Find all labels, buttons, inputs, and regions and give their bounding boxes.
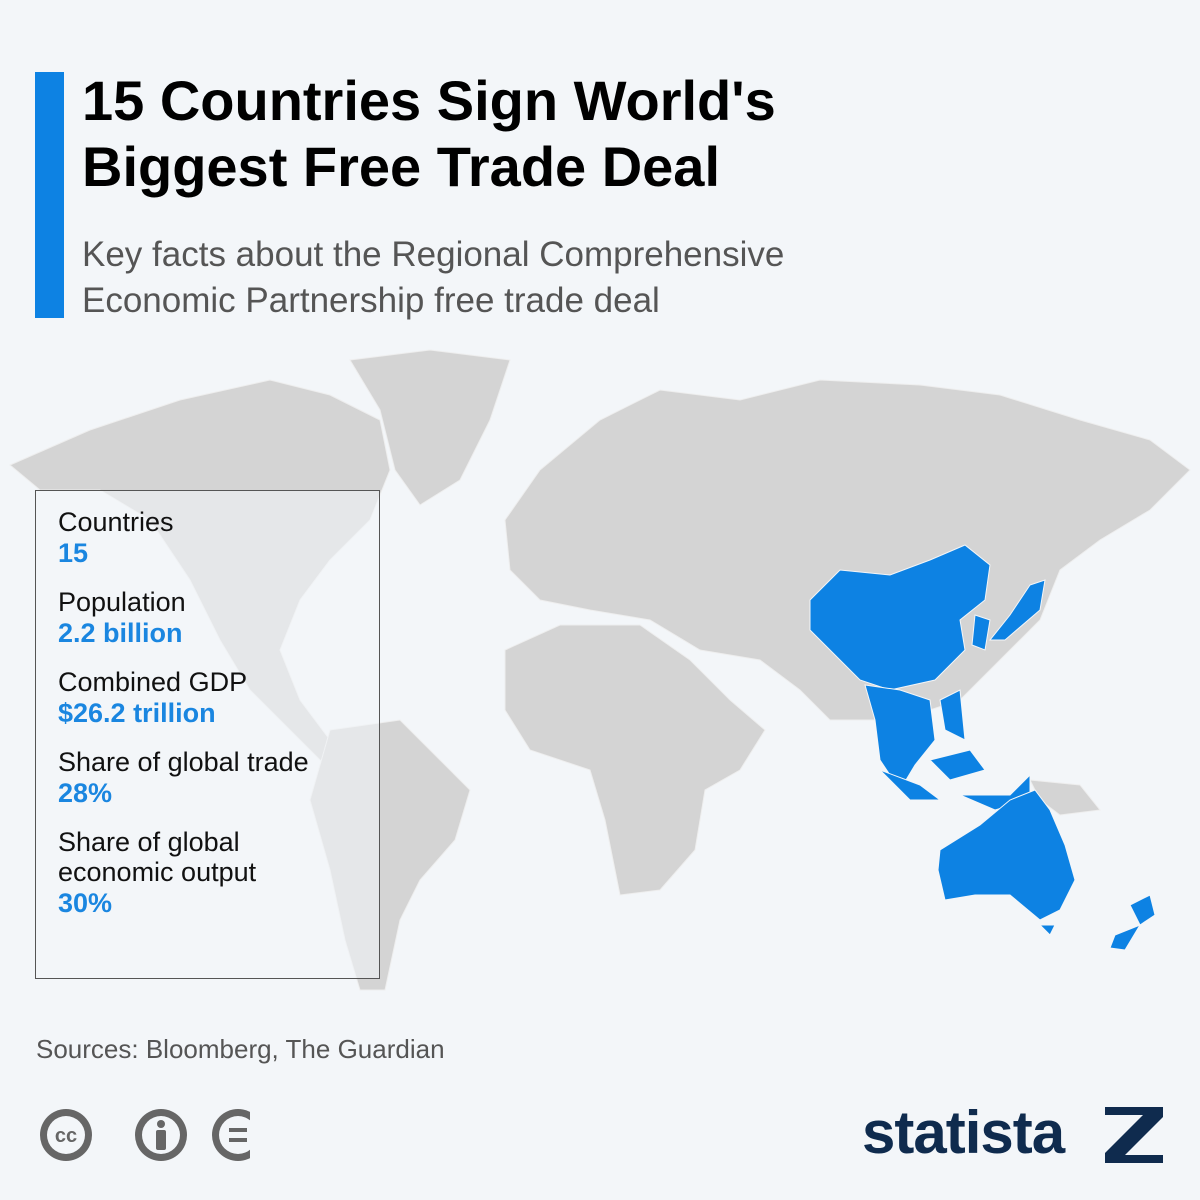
accent-bar — [35, 72, 64, 318]
fact: Share of global trade 28% — [58, 747, 379, 809]
fact-value: 30% — [58, 888, 113, 918]
fact-label: Population — [58, 587, 186, 617]
brand-logo — [1105, 1107, 1163, 1163]
eurasia — [504, 379, 1191, 721]
fact-label: Share of global trade — [58, 747, 309, 777]
fact-value: 15 — [58, 538, 89, 568]
title: 15 Countries Sign World's Biggest Free T… — [82, 69, 776, 198]
fact-value: 28% — [58, 778, 113, 808]
new-zealand — [1109, 894, 1156, 951]
indonesia — [879, 749, 1031, 811]
license-icons: cc — [40, 1109, 250, 1161]
japan-korea — [971, 579, 1046, 651]
cc-label: cc — [55, 1125, 77, 1147]
fact: Share of global economic output 30% — [58, 827, 379, 919]
australia — [937, 789, 1076, 936]
fact-value: $26.2 trillion — [58, 698, 216, 728]
africa — [504, 624, 766, 896]
fact: Combined GDP $26.2 trillion — [58, 667, 379, 729]
fact: Population 2.2 billion — [58, 587, 379, 649]
source: Sources: Bloomberg, The Guardian — [36, 1034, 445, 1064]
fact-label: Countries — [58, 507, 174, 537]
subtitle: Key facts about the Regional Comprehensi… — [82, 235, 785, 320]
southeast-asia — [864, 684, 966, 791]
brand: statista — [862, 1099, 1065, 1166]
greenland — [349, 349, 511, 506]
facts-box: Countries 15 Population 2.2 billion Combined… — [35, 490, 380, 979]
china — [809, 544, 991, 691]
fact-label: Share of global economic output — [58, 827, 257, 887]
fact-value: 2.2 billion — [58, 618, 183, 648]
fact-label: Combined GDP — [58, 667, 248, 697]
fact: Countries 15 — [58, 507, 379, 569]
